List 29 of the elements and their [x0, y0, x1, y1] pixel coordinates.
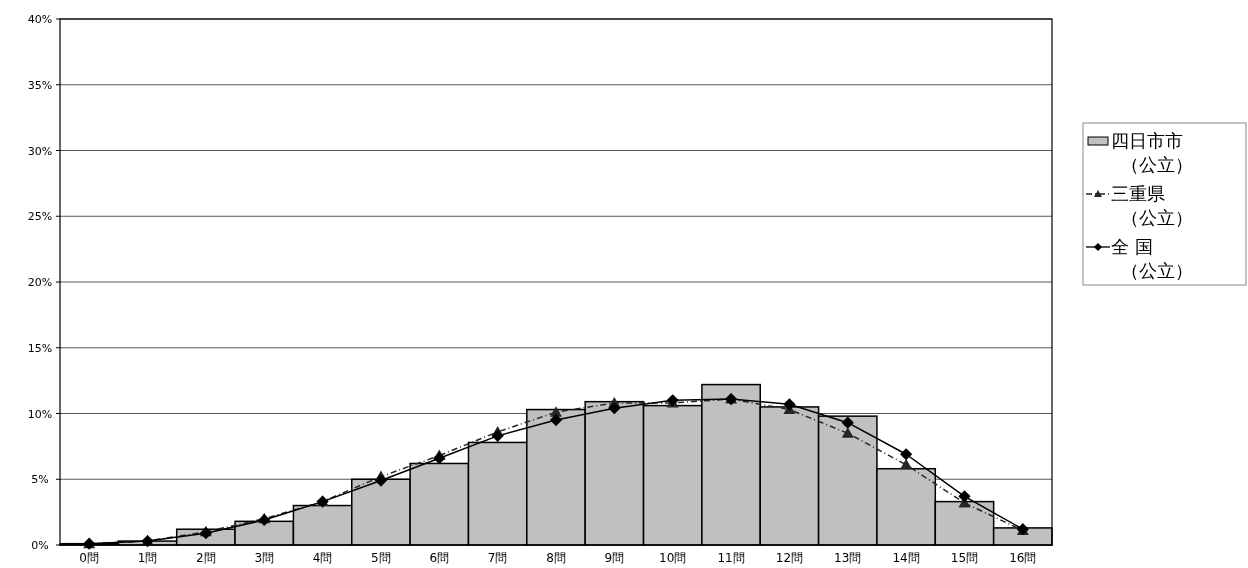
x-tick-label: 15問 [950, 551, 979, 565]
x-tick-label: 5問 [371, 551, 391, 565]
x-tick-label: 2問 [196, 551, 216, 565]
y-tick-label: 0% [31, 539, 49, 552]
x-tick-label: 9問 [604, 551, 625, 565]
x-tick-label: 11問 [717, 551, 745, 565]
x-tick-label: 10問 [659, 551, 687, 565]
x-tick-label: 12問 [775, 551, 804, 565]
legend-label: 四日市市（公立） [1111, 130, 1193, 175]
y-tick-label: 15% [27, 341, 53, 355]
y-tick-label: 35% [27, 78, 53, 92]
x-tick-label: 8問 [546, 551, 566, 565]
y-tick-label: 40% [27, 13, 53, 26]
legend-label: 全 国（公立） [1111, 236, 1193, 281]
y-tick-label: 30% [27, 144, 53, 158]
y-tick-label: 5% [31, 473, 49, 487]
legend-label: 三重県（公立） [1111, 183, 1193, 228]
x-tick-label: 13問 [834, 551, 862, 565]
x-tick-label: 7問 [487, 551, 508, 565]
x-tick-label: 6問 [429, 551, 450, 565]
x-tick-label: 3問 [254, 551, 275, 565]
x-tick-label: 14問 [892, 551, 920, 565]
y-tick-label: 25% [27, 210, 53, 224]
y-tick-label: 10% [27, 407, 53, 421]
x-tick-label: 4問 [312, 551, 333, 565]
x-tick-label: 1問 [137, 551, 158, 565]
x-tick-label: 0問 [79, 551, 99, 565]
y-tick-label: 20% [27, 276, 53, 289]
x-tick-label: 16問 [1009, 551, 1037, 565]
